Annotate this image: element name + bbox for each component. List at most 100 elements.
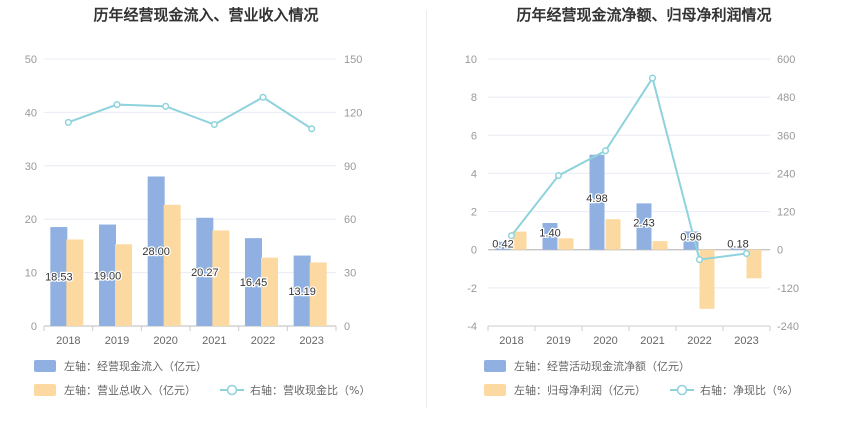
x-tick-label: 2023	[734, 335, 758, 347]
bar-primary	[196, 217, 214, 326]
ratio-point	[742, 249, 751, 258]
bar-data-label: 19.00	[94, 270, 122, 282]
ratio-point	[162, 102, 170, 110]
bar-primary	[293, 255, 311, 326]
legend-swatch	[34, 360, 56, 372]
ratio-point	[64, 118, 72, 126]
chart-2: 历年经营现金流净额、归母净利润情况 -4 -2 0 2 4 6 8 10 -240 -120 0 120…	[465, 6, 799, 397]
right-axis-tick: -120	[777, 283, 799, 295]
bar-secondary	[212, 230, 230, 326]
ratio-point	[695, 256, 704, 264]
bar-primary	[636, 203, 652, 250]
ratio-point	[308, 125, 316, 133]
left-axis-tick: 0	[471, 245, 477, 257]
x-tick-label: 2023	[299, 335, 323, 347]
left-axis-tick: 4	[471, 168, 477, 180]
bar-primary	[245, 238, 262, 326]
legend-label: 左轴：营业总收入（亿元）	[64, 383, 196, 397]
x-tick-label: 2018	[499, 335, 523, 347]
bar-data-label: 0.18	[727, 239, 748, 251]
right-axis-tick: 0	[344, 321, 350, 333]
bar-secondary	[66, 239, 84, 326]
ratio-point	[554, 172, 563, 180]
left-axis-tick: 10	[25, 268, 37, 280]
legend-marker	[676, 384, 688, 396]
bar-secondary	[115, 244, 132, 326]
legend-item[interactable]: 左轴：经营活动现金流净额（亿元）	[484, 359, 690, 373]
right-axis-tick: 150	[344, 54, 362, 66]
bar-secondary	[511, 231, 527, 250]
x-tick-label: 2020	[593, 335, 617, 347]
left-axis-tick: 2	[471, 207, 477, 219]
ratio-point	[507, 232, 516, 240]
left-axis-tick: -4	[467, 321, 477, 333]
bar-secondary	[652, 241, 668, 250]
x-tick-label: 2021	[640, 335, 664, 347]
legend-marker	[226, 384, 238, 396]
ratio-line	[510, 75, 747, 261]
bar-secondary	[261, 257, 278, 326]
right-axis-tick: 120	[777, 207, 795, 219]
right-axis-tick: -240	[777, 321, 799, 333]
right-axis-tick: 600	[777, 54, 795, 66]
left-axis-tick: -2	[467, 283, 477, 295]
bar-primary	[495, 241, 511, 250]
bar-data-label: 13.19	[288, 286, 316, 298]
bar-data-label: 16.45	[240, 277, 268, 289]
chart-title: 历年经营现金流入、营业收入情况	[93, 6, 318, 24]
bar-data-label: 1.40	[539, 227, 560, 239]
ratio-point	[210, 120, 218, 129]
ratio-point	[648, 74, 657, 82]
right-axis-tick: 30	[344, 268, 356, 280]
bar-data-label: 20.27	[191, 267, 219, 279]
left-axis-tick: 40	[25, 107, 37, 119]
ratio-point	[601, 147, 610, 155]
right-axis-tick: 0	[777, 245, 783, 257]
x-tick-label: 2022	[251, 335, 275, 347]
left-axis-tick: 50	[25, 54, 37, 66]
legend-item[interactable]: 右轴：净现比（%）	[670, 383, 798, 397]
bar-primary	[99, 224, 116, 326]
left-axis-tick: 0	[31, 321, 37, 333]
right-axis-tick: 120	[344, 107, 362, 119]
left-axis-tick: 30	[25, 161, 37, 173]
bar-data-label: 18.53	[45, 272, 73, 284]
bar-secondary	[309, 262, 327, 326]
bar-data-label: 2.43	[633, 218, 654, 230]
x-tick-label: 2022	[687, 335, 711, 347]
legend-swatch	[34, 384, 56, 396]
legend-swatch	[484, 384, 506, 396]
bar-data-label: 0.42	[492, 239, 513, 251]
right-axis-tick: 90	[344, 161, 356, 173]
legend-item[interactable]: 右轴：营收现金比（%）	[220, 383, 370, 397]
legend-swatch	[484, 360, 506, 372]
bar-secondary	[163, 204, 181, 326]
x-tick-label: 2021	[202, 335, 226, 347]
legend-label: 左轴：归母净利润（亿元）	[514, 383, 646, 397]
legend-item[interactable]: 左轴：营业总收入（亿元）	[34, 383, 196, 397]
bar-data-label: 28.00	[142, 246, 170, 258]
left-axis-tick: 10	[465, 54, 477, 66]
bar-secondary	[558, 238, 574, 250]
right-axis-tick: 60	[344, 214, 356, 226]
bar-primary	[147, 176, 165, 326]
legend-label: 右轴：净现比（%）	[700, 383, 798, 397]
left-axis-tick: 8	[471, 92, 477, 104]
chart-1: 历年经营现金流入、营业收入情况 0 10 20 30 40 50 0 30 60 90 120 150 2…	[25, 6, 371, 397]
bar-secondary	[605, 219, 621, 250]
legend-item[interactable]: 左轴：经营现金流入（亿元）	[34, 359, 207, 373]
bar-primary	[542, 223, 558, 250]
legend-item[interactable]: 左轴：归母净利润（亿元）	[484, 383, 646, 397]
x-tick-label: 2019	[546, 335, 570, 347]
bar-primary	[589, 154, 605, 250]
bar-data-label: 0.96	[680, 232, 701, 244]
legend-label: 右轴：营收现金比（%）	[250, 383, 370, 397]
bar-data-label: 4.98	[586, 193, 607, 205]
chart-title: 历年经营现金流净额、归母净利润情况	[516, 6, 771, 24]
bar-secondary	[746, 249, 762, 279]
bar-primary	[730, 246, 746, 250]
right-axis-tick: 240	[777, 168, 795, 180]
x-tick-label: 2018	[56, 335, 80, 347]
left-axis-tick: 20	[25, 214, 37, 226]
